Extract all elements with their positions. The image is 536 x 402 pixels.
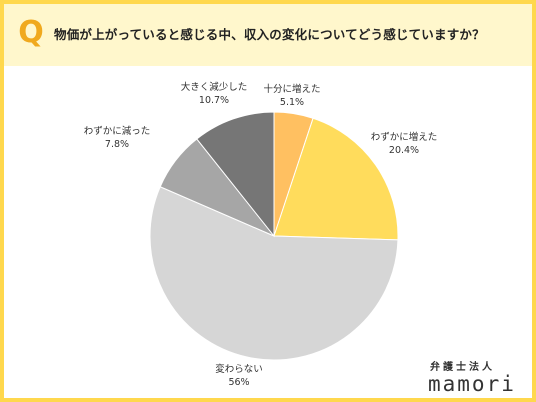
slice-label-1: わずかに増えた	[371, 131, 438, 143]
slice-value-label-3: 7.8%	[105, 139, 129, 150]
pie-chart: 十分に増えた 5.1% わずかに増えた 20.4% 変わらない 56% わずかに減った 7.8…	[84, 81, 438, 388]
slice-value-label-1: 20.4%	[389, 145, 419, 156]
brand-logo-text: mamori	[428, 372, 516, 396]
slice-4	[196, 111, 275, 238]
slice-label-3: わずかに減った	[84, 125, 151, 137]
slice-value-label-0: 5.1%	[280, 97, 304, 108]
q-badge: Q	[18, 15, 44, 50]
slice-2	[149, 186, 399, 361]
slice-label-4: 大きく減少した	[181, 81, 248, 93]
brand-subtitle: 弁護士法人	[430, 362, 495, 373]
slice-label-2: 変わらない	[215, 363, 263, 375]
slice-value-label-2: 56%	[228, 377, 249, 388]
slice-label-0: 十分に増えた	[263, 83, 320, 95]
slice-value-label-4: 10.7%	[199, 95, 229, 106]
question-title: 物価が上がっていると感じる中、収入の変化についてどう感じていますか？	[54, 27, 485, 42]
slice-1	[273, 117, 399, 241]
question-header: Q 物価が上がっていると感じる中、収入の変化についてどう感じていますか？	[4, 4, 532, 66]
